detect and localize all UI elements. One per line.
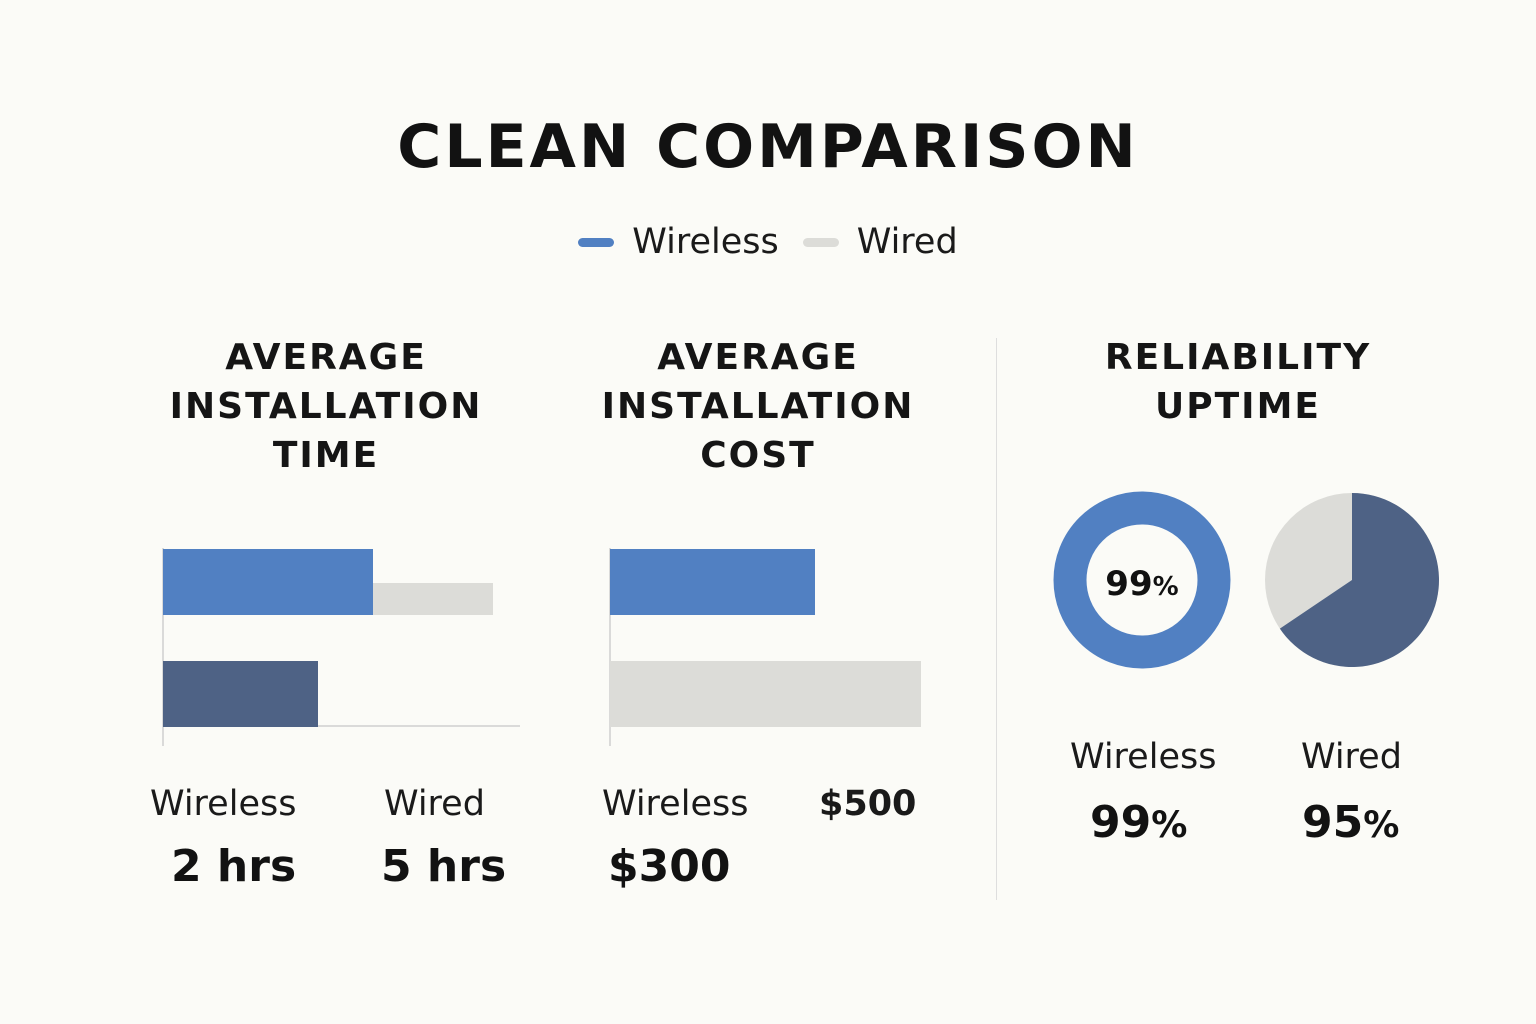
cost-label-wireless: Wireless [602, 784, 749, 824]
cost-bar-wired [610, 661, 921, 727]
uptime-pie-wired [1265, 493, 1439, 667]
time-bar-wireless-dark [163, 661, 318, 727]
uptime-value-wireless: 99% [1090, 797, 1188, 848]
cost-title-line-1: AVERAGE [657, 337, 859, 378]
legend-swatch-wireless [578, 237, 615, 247]
uptime-donut-wireless [1053, 491, 1231, 669]
page-title: CLEAN COMPARISON [397, 112, 1139, 182]
legend-item-wired: Wired [802, 222, 958, 262]
legend-label-wireless: Wireless [632, 222, 779, 262]
time-title-line-1: AVERAGE [225, 337, 427, 378]
legend: Wireless Wired [0, 222, 1536, 262]
time-panel-title: AVERAGE INSTALLATION TIME [126, 333, 526, 480]
time-label-wired: Wired [384, 784, 485, 824]
time-title-line-3: TIME [272, 435, 380, 476]
pie-wired-slice [1279, 493, 1439, 667]
time-bar-wired [373, 583, 493, 615]
uptime-panel-title: RELIABILITY UPTIME [1038, 333, 1438, 431]
cost-title-line-3: COST [700, 435, 816, 476]
donut-center-label: 99% [1105, 564, 1178, 604]
uptime-value-wired: 95% [1302, 797, 1400, 848]
time-title-line-2: INSTALLATION [169, 386, 483, 427]
legend-label-wired: Wired [856, 222, 958, 262]
uptime-title-line-2: UPTIME [1155, 386, 1321, 427]
legend-item-wireless: Wireless [578, 222, 779, 262]
time-value-wireless: 2 hrs [171, 841, 297, 892]
cost-value-wired: $500 [819, 784, 917, 824]
uptime-label-wired: Wired [1301, 737, 1402, 777]
cost-title-line-2: INSTALLATION [601, 386, 915, 427]
uptime-title-line-1: RELIABILITY [1104, 337, 1372, 378]
time-label-wireless: Wireless [150, 784, 297, 824]
cost-value-wireless: $300 [608, 841, 731, 892]
time-value-wired: 5 hrs [381, 841, 507, 892]
time-bar-wireless [163, 549, 373, 615]
legend-swatch-wired [802, 237, 839, 247]
cost-panel-title: AVERAGE INSTALLATION COST [558, 333, 958, 480]
cost-bar-wireless [610, 549, 815, 615]
panel-divider [996, 338, 997, 900]
uptime-label-wireless: Wireless [1070, 737, 1217, 777]
